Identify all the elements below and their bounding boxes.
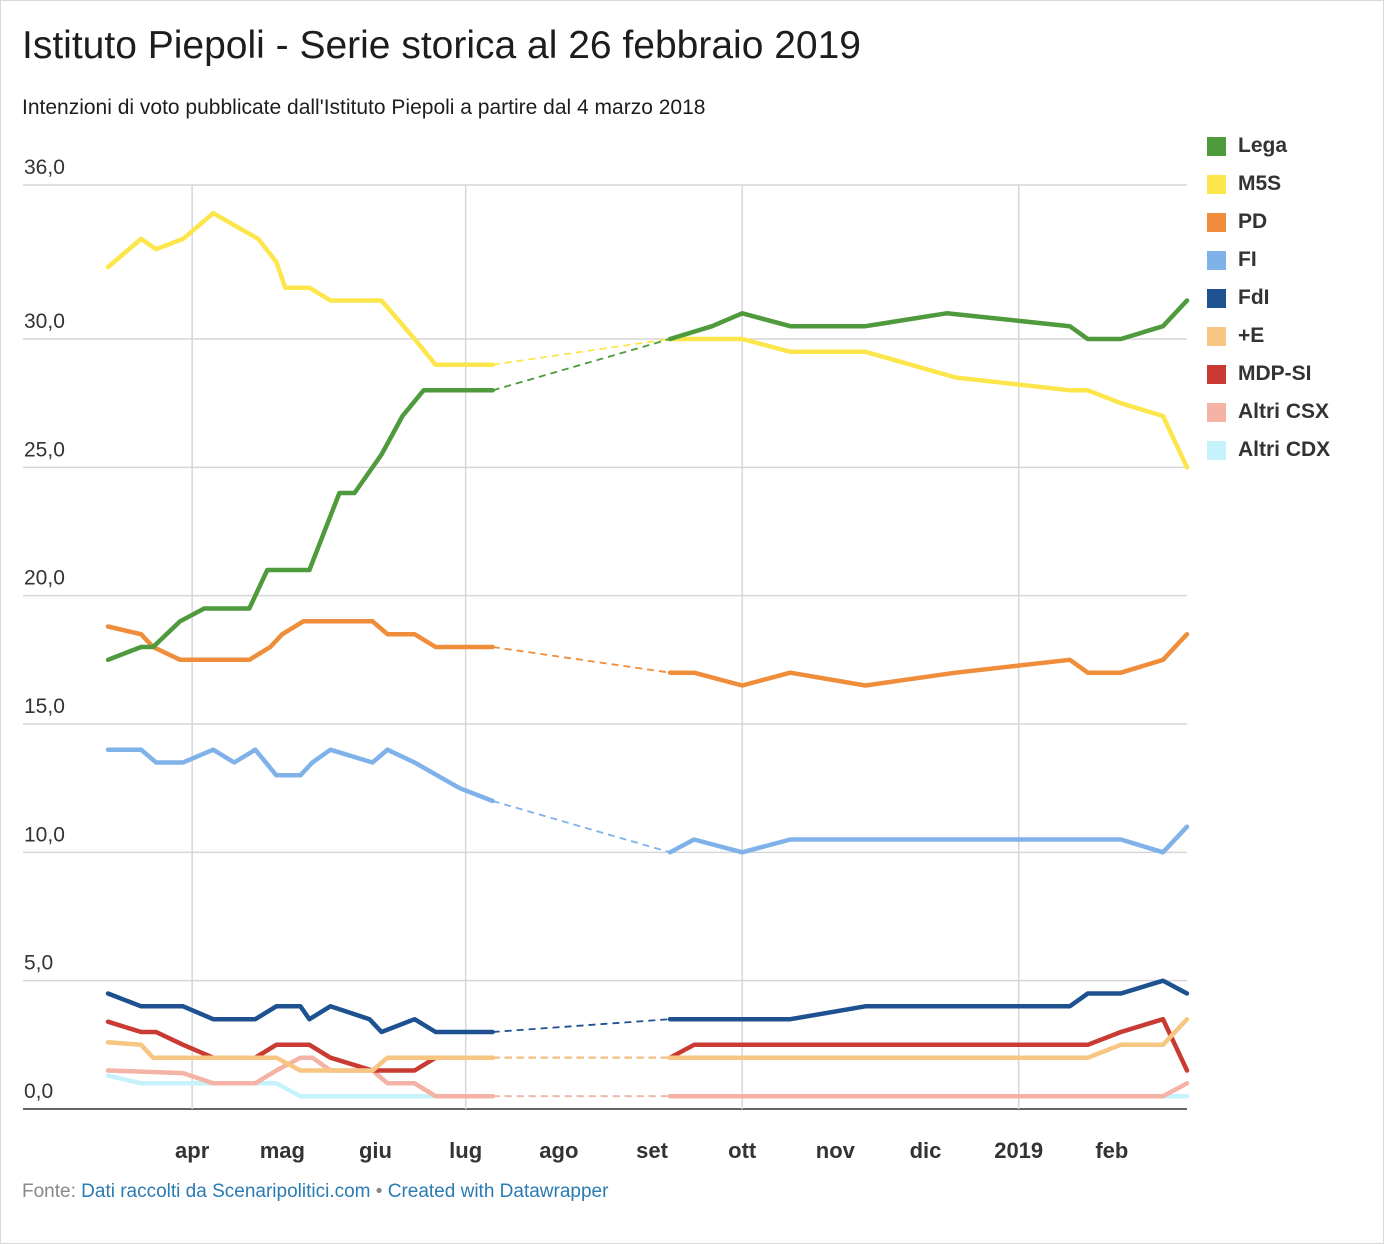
chart-title: Istituto Piepoli - Serie storica al 26 f… xyxy=(22,24,861,67)
y-tick-label: 25,0 xyxy=(24,438,65,461)
series-line xyxy=(105,388,495,663)
x-tick-label: ott xyxy=(728,1138,757,1163)
legend-label: FI xyxy=(1238,248,1257,271)
legend-swatch xyxy=(1207,402,1226,422)
series-gap-dashed xyxy=(492,646,671,674)
series-lega xyxy=(105,298,1190,663)
x-tick-label: ago xyxy=(539,1138,578,1163)
legend-item: Altri CSX xyxy=(1207,393,1330,431)
series-line xyxy=(105,1055,495,1099)
y-tick-label: 0,0 xyxy=(24,1080,53,1103)
series-line xyxy=(105,619,495,663)
legend-swatch xyxy=(1207,250,1226,270)
legend-item: PD xyxy=(1207,203,1330,241)
source-link[interactable]: Dati raccolti da Scenaripolitici.com xyxy=(81,1181,371,1202)
series-line xyxy=(105,1073,495,1099)
series-line xyxy=(667,824,1190,855)
series-line xyxy=(105,1019,495,1073)
series-line xyxy=(667,1016,1190,1060)
series-line xyxy=(105,210,495,367)
axis-labels: 0,0 5,0 10,0 15,0 20,0 25,0 30,0 36,0 apr mag giu l… xyxy=(24,156,1128,1163)
series--e xyxy=(105,1016,1190,1073)
legend-swatch xyxy=(1207,364,1226,384)
legend-swatch xyxy=(1207,326,1226,346)
series-pd xyxy=(105,619,1190,688)
x-tick-label: lug xyxy=(449,1138,482,1163)
legend-label: Altri CDX xyxy=(1238,438,1331,461)
legend-label: Lega xyxy=(1238,134,1288,157)
series-line xyxy=(667,1016,1190,1073)
x-tick-label: nov xyxy=(816,1138,856,1163)
legend-item: M5S xyxy=(1207,165,1330,203)
series-mdp-si xyxy=(105,1016,1190,1073)
series-fdi xyxy=(105,978,1190,1035)
series-m5s xyxy=(105,210,1190,470)
x-tick-label: apr xyxy=(175,1138,210,1163)
series-line xyxy=(667,298,1190,342)
chart-subtitle: Intenzioni di voto pubblicate dall'Istit… xyxy=(22,96,706,119)
legend-item: FdI xyxy=(1207,279,1330,317)
series-gap-dashed xyxy=(492,800,671,854)
source-prefix: Fonte: xyxy=(22,1181,76,1202)
legend-swatch xyxy=(1207,288,1226,308)
legend: Lega M5S PD FI FdI +E MDP-SI Altri CSX Altri CDX xyxy=(1207,127,1330,469)
series-fi xyxy=(105,747,1190,855)
legend-label: PD xyxy=(1238,210,1268,233)
legend-label: FdI xyxy=(1238,286,1270,309)
legend-swatch xyxy=(1207,212,1226,232)
y-tick-label: 5,0 xyxy=(24,952,53,975)
series-line xyxy=(667,1081,1190,1099)
series-altri-cdx xyxy=(105,1073,1190,1099)
legend-item: Lega xyxy=(1207,127,1330,165)
datawrapper-credit-link[interactable]: Created with Datawrapper xyxy=(387,1181,609,1202)
series-line xyxy=(667,631,1190,688)
legend-swatch xyxy=(1207,174,1226,194)
gridlines xyxy=(23,184,1187,1110)
legend-label: +E xyxy=(1238,324,1265,347)
y-tick-label: 20,0 xyxy=(24,567,65,590)
legend-item: +E xyxy=(1207,317,1330,355)
series-line xyxy=(105,1040,495,1073)
x-tick-label: feb xyxy=(1095,1138,1128,1163)
x-tick-label: mag xyxy=(260,1138,305,1163)
x-tick-label: set xyxy=(636,1138,668,1163)
x-tick-label: 2019 xyxy=(994,1138,1043,1163)
series-line xyxy=(667,336,1190,470)
y-tick-label: 36,0 xyxy=(24,156,65,179)
series-line xyxy=(667,978,1190,1022)
x-tick-label: dic xyxy=(910,1138,942,1163)
legend-item: FI xyxy=(1207,241,1330,279)
y-tick-label: 30,0 xyxy=(24,310,65,333)
legend-label: MDP-SI xyxy=(1238,362,1312,385)
series-altri-csx xyxy=(105,1055,1190,1099)
legend-label: M5S xyxy=(1238,172,1282,195)
series-line xyxy=(105,991,495,1035)
footer: Fonte: Dati raccolti da Scenaripolitici.… xyxy=(22,1181,608,1203)
series-line xyxy=(105,747,495,804)
y-tick-label: 15,0 xyxy=(24,695,65,718)
legend-swatch xyxy=(1207,136,1226,156)
footer-separator: • xyxy=(375,1181,383,1202)
series-gap-dashed xyxy=(492,338,671,392)
legend-item: Altri CDX xyxy=(1207,431,1330,469)
series-gap-dashed xyxy=(492,338,671,366)
y-tick-label: 10,0 xyxy=(24,823,65,846)
series-gap-dashed xyxy=(492,1018,671,1033)
legend-swatch xyxy=(1207,440,1226,460)
series-lines xyxy=(105,210,1190,1099)
legend-label: Altri CSX xyxy=(1238,400,1330,423)
x-tick-label: giu xyxy=(359,1138,392,1163)
legend-item: MDP-SI xyxy=(1207,355,1330,393)
